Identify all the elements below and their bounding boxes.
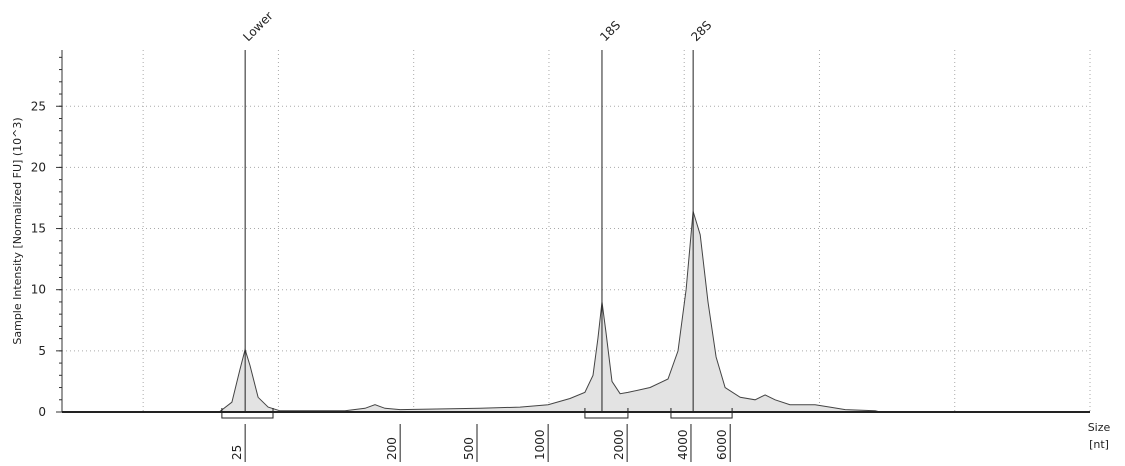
- y-tick-label: 20: [31, 160, 46, 174]
- x-tick-label: 2000: [612, 429, 626, 460]
- y-tick-label: 15: [31, 222, 46, 236]
- peak-label: 18S: [597, 18, 623, 44]
- y-tick-label: 25: [31, 99, 46, 113]
- peak-label: 28S: [688, 18, 714, 44]
- peak-range: [221, 408, 274, 419]
- y-tick-label: 5: [38, 344, 46, 358]
- y-tick-label: 0: [38, 405, 46, 419]
- peak-range: [670, 408, 733, 419]
- trace-line: [61, 211, 1090, 413]
- peak-range: [584, 408, 629, 419]
- x-tick-label: 500: [462, 437, 476, 460]
- x-tick-label: 1000: [533, 429, 547, 460]
- x-tick-label: 6000: [715, 429, 729, 460]
- x-axis-label: Size: [1088, 421, 1111, 434]
- y-tick-label: 10: [31, 283, 46, 297]
- x-tick-label: 25: [230, 445, 244, 460]
- peak-label: Lower: [240, 9, 275, 44]
- x-tick-label: 4000: [676, 429, 690, 460]
- x-tick-label: 200: [385, 437, 399, 460]
- x-axis-unit: [nt]: [1089, 438, 1109, 451]
- y-axis-label: Sample Intensity [Normalized FU] (10^3): [11, 117, 24, 344]
- trace-area: [62, 211, 1090, 412]
